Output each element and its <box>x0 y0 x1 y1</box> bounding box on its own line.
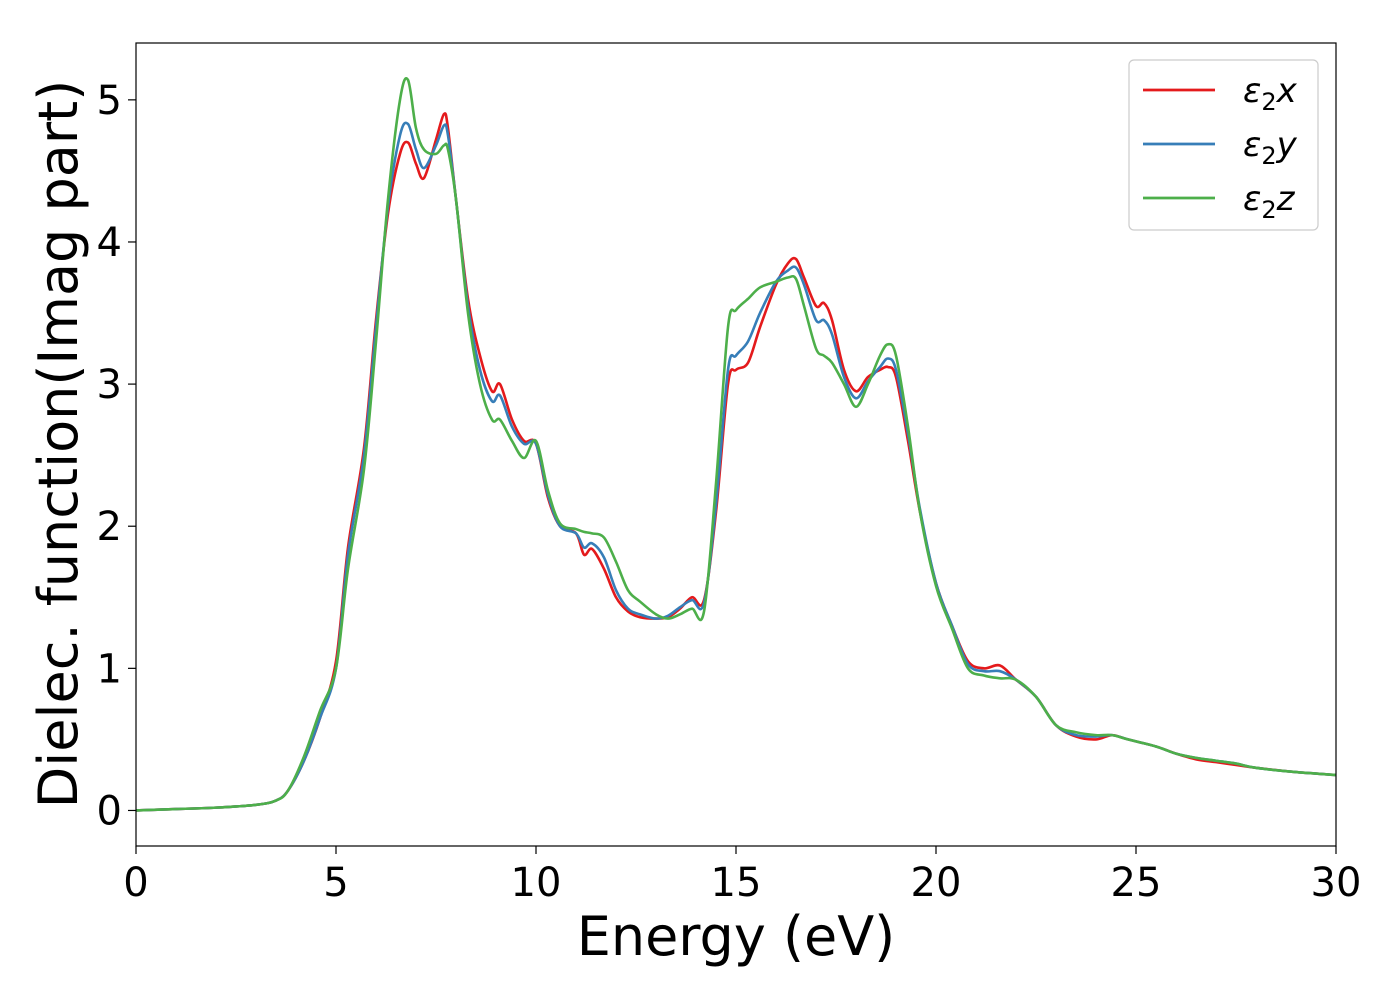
series-line-z <box>135 76 1337 812</box>
x-tick-label: 15 <box>711 860 762 906</box>
legend-label-x: ε2x <box>1243 71 1298 116</box>
y-tick-label: 3 <box>97 362 122 408</box>
y-tick-label: 0 <box>97 788 122 834</box>
y-ticks: 0 1 2 3 4 5 <box>97 78 136 834</box>
x-tick-label: 0 <box>123 860 148 906</box>
legend-frame <box>1128 59 1319 231</box>
x-tick-label: 30 <box>1311 860 1362 906</box>
x-tick-label: 5 <box>323 860 348 906</box>
series-layer <box>135 76 1337 812</box>
x-axis-label: Energy (eV) <box>577 905 896 968</box>
plot-frame <box>135 42 1337 847</box>
x-tick-label: 10 <box>511 860 562 906</box>
y-tick-label: 4 <box>97 220 122 266</box>
x-tick-label: 20 <box>911 860 962 906</box>
y-tick-label: 5 <box>97 78 122 124</box>
legend-label-z: ε2z <box>1243 179 1296 224</box>
y-axis-label: Dielec. function(Imag part) <box>27 80 90 809</box>
legend-label-y: ε2y <box>1243 125 1298 170</box>
y-tick-label: 1 <box>97 646 122 692</box>
x-tick-label: 25 <box>1111 860 1162 906</box>
legend: ε2x ε2y ε2z <box>1128 59 1319 231</box>
y-tick-label: 2 <box>97 504 122 550</box>
x-ticks: 0 5 10 15 20 25 30 <box>123 846 1361 906</box>
